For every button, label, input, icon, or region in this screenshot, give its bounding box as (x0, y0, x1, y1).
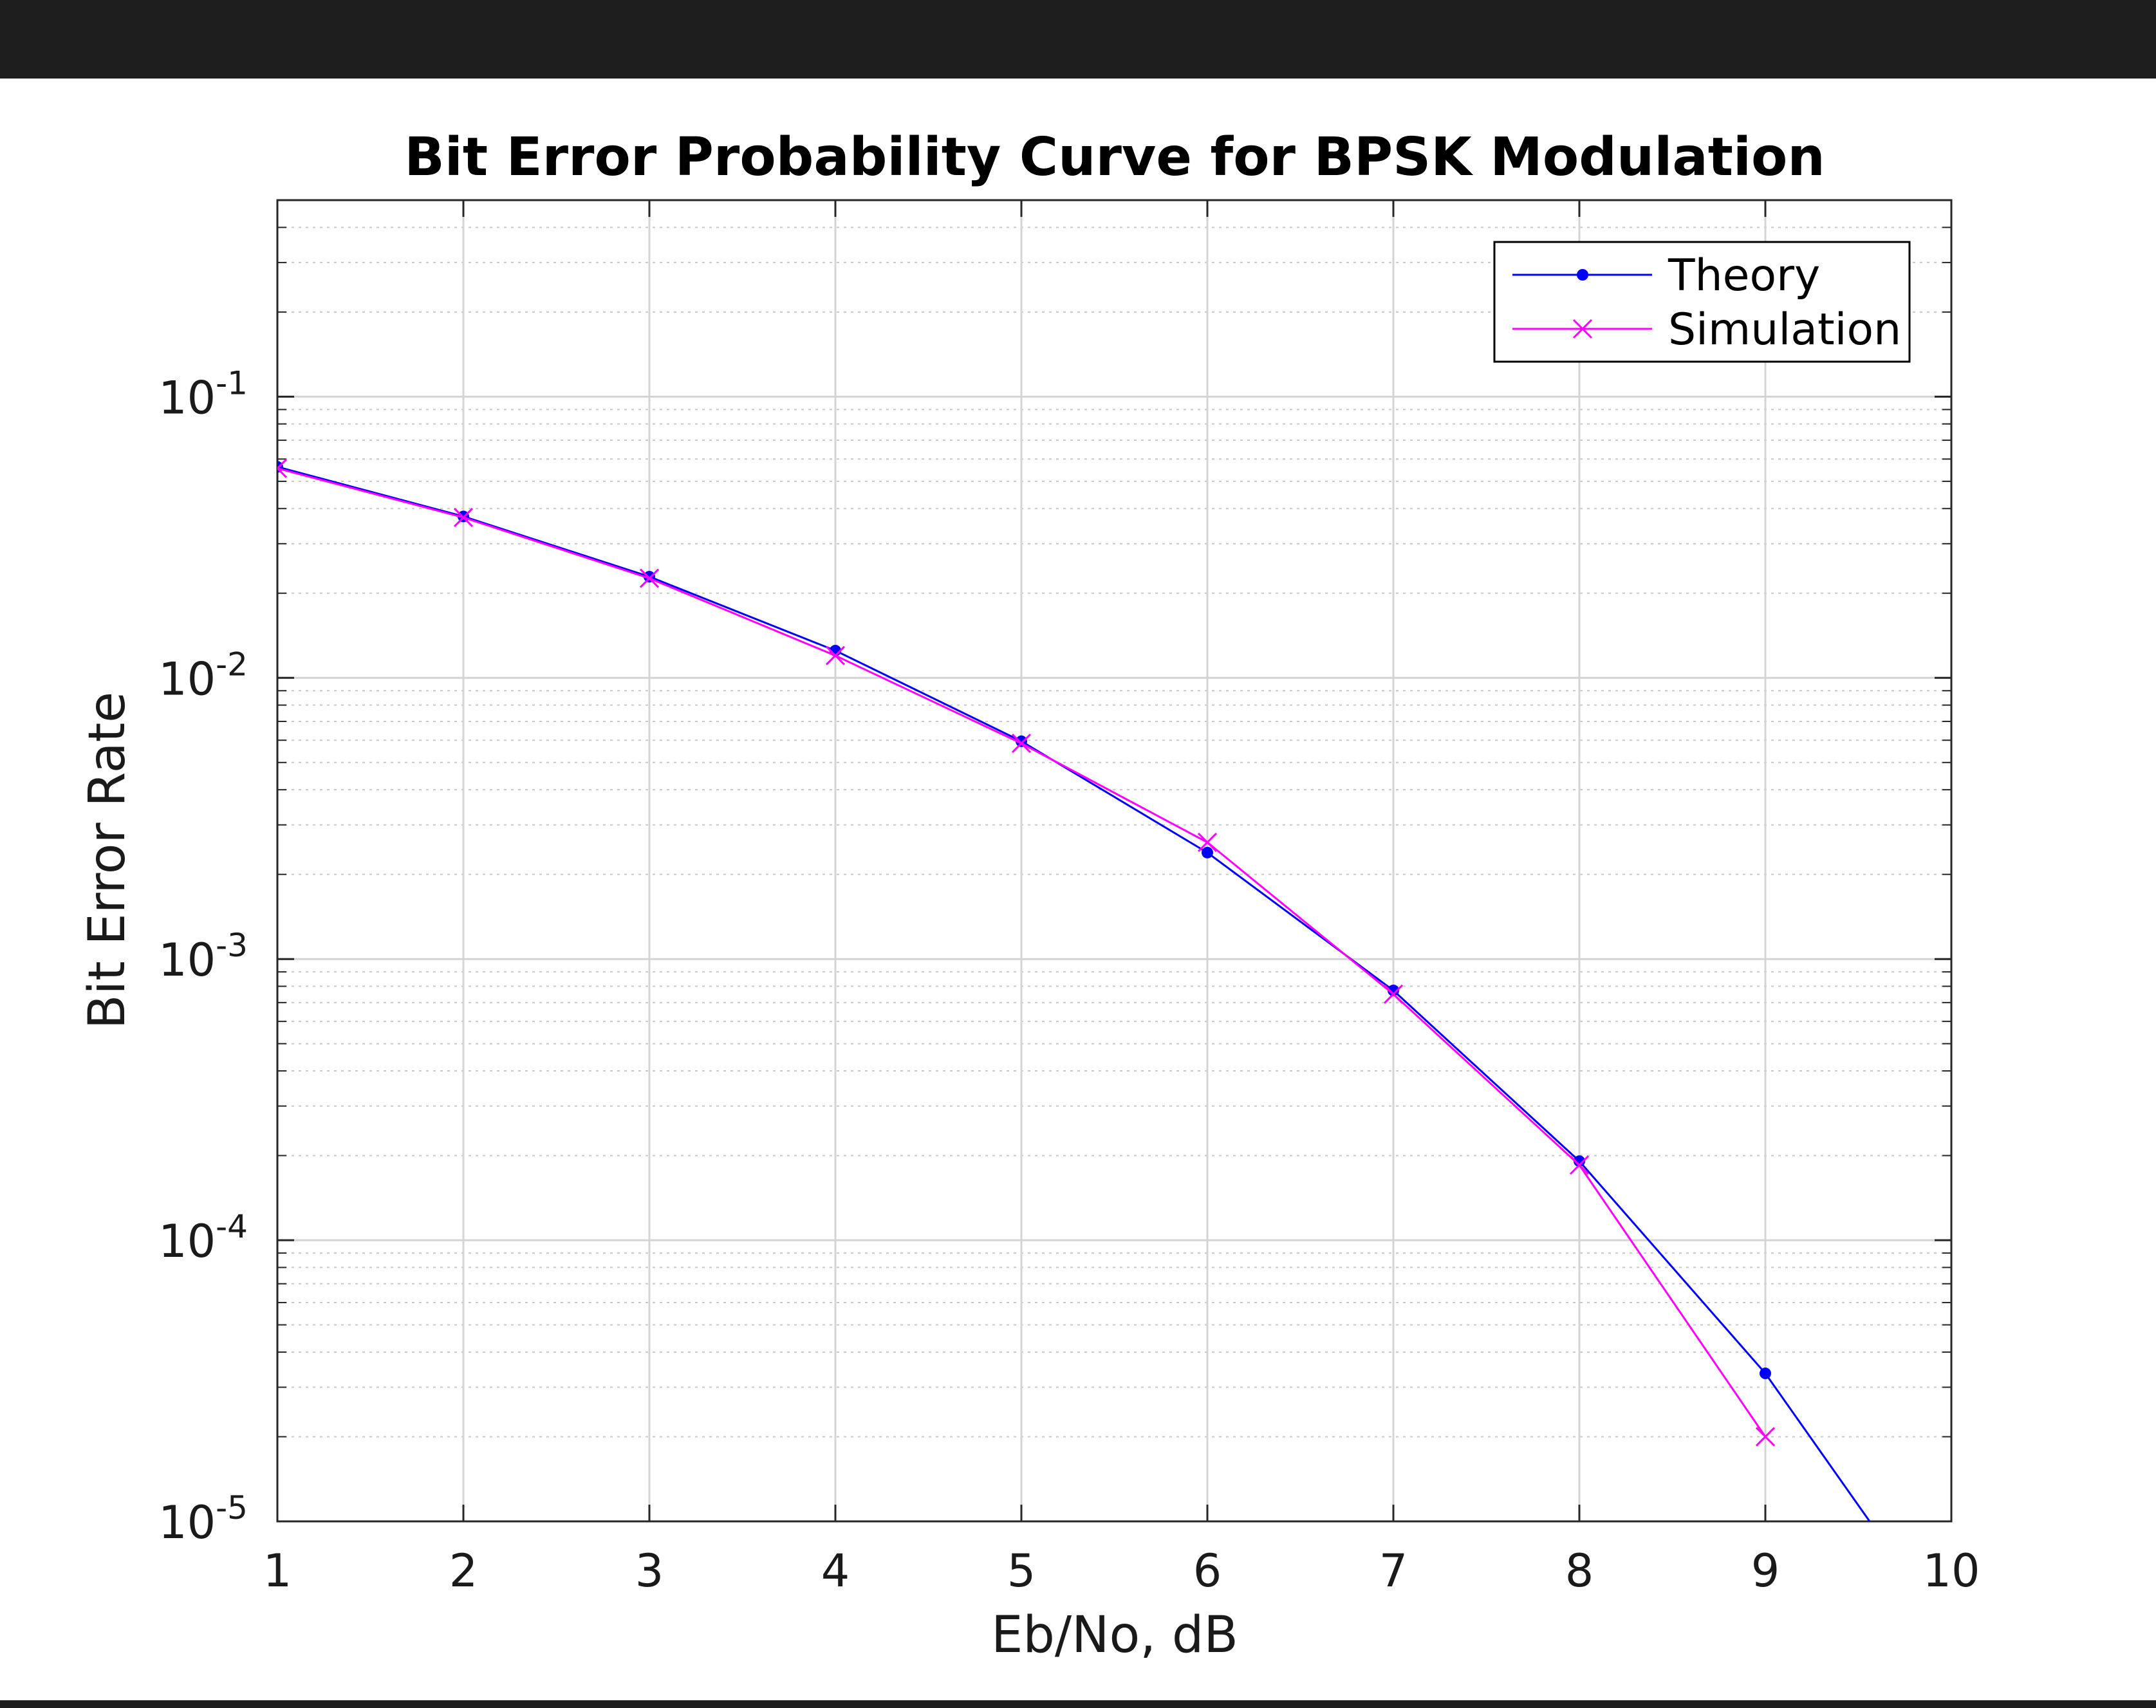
series-layer (277, 458, 1871, 1521)
data-point-simulation (1755, 1427, 1776, 1447)
y-tick-base: 10 (158, 1496, 216, 1549)
data-point-simulation (277, 458, 288, 478)
y-tick-base: 10 (158, 934, 216, 987)
x-tick-label: 9 (1751, 1545, 1780, 1597)
marker-stroke (1383, 984, 1404, 1004)
y-tick-exponent: -4 (216, 1208, 248, 1245)
legend-label: Simulation (1668, 304, 1901, 355)
y-tick-label: 10-1 (158, 364, 248, 424)
window-bottom-bar (0, 1700, 2156, 1708)
legend-marker (1577, 269, 1588, 281)
data-point-theory (277, 461, 283, 473)
series-simulation (277, 458, 1776, 1447)
data-point-theory (1388, 985, 1399, 997)
x-tick-label: 7 (1379, 1545, 1408, 1597)
x-tick-labels: 1 2 3 4 5 6 7 8 9 10 (263, 1545, 1980, 1597)
x-tick-label: 3 (635, 1545, 664, 1597)
x-tick-label: 8 (1565, 1545, 1594, 1597)
y-tick-base: 10 (158, 1215, 216, 1268)
data-point-theory (1574, 1155, 1585, 1167)
marker-stroke (639, 568, 660, 588)
marker-stroke (277, 458, 288, 470)
y-tick-label: 10-3 (158, 927, 248, 987)
marker-stroke (825, 645, 846, 665)
legend-marker (1572, 319, 1593, 339)
chart-title: Bit Error Probability Curve for BPSK Mod… (404, 127, 1825, 188)
x-tick-label: 6 (1193, 1545, 1222, 1597)
legend-label: Theory (1668, 250, 1820, 301)
marker-stroke (1755, 1427, 1776, 1447)
data-point-theory (1202, 846, 1213, 859)
y-axis-label: Bit Error Rate (79, 692, 136, 1029)
window-top-bar (0, 0, 2156, 79)
y-tick-label: 10-5 (158, 1489, 248, 1549)
x-tick-label: 10 (1922, 1545, 1980, 1597)
axis-ticks (276, 200, 1953, 1523)
y-tick-exponent: -2 (216, 645, 248, 683)
x-tick-label: 2 (449, 1545, 478, 1597)
x-tick-label: 4 (821, 1545, 850, 1597)
x-axis-label: Eb/No, dB (991, 1606, 1238, 1664)
marker-stroke (1011, 733, 1032, 754)
y-tick-exponent: -3 (216, 927, 248, 964)
major-grid (276, 200, 1953, 1523)
y-tick-labels: 10-110-210-310-410-5 (158, 364, 248, 1549)
data-point-simulation (1011, 733, 1032, 754)
y-tick-base: 10 (158, 371, 216, 424)
y-tick-label: 10-4 (158, 1208, 248, 1268)
y-tick-label: 10-2 (158, 645, 248, 705)
series-line-theory (277, 465, 1871, 1521)
marker-stroke (277, 467, 288, 478)
legend-entry-theory: Theory (1512, 250, 1820, 301)
y-tick-base: 10 (158, 653, 216, 705)
minor-grid (277, 227, 1951, 1438)
x-tick-label: 1 (263, 1545, 292, 1597)
plot-area-frame (276, 199, 1953, 1523)
data-point-simulation (1197, 832, 1218, 852)
marker-stroke (1197, 832, 1218, 852)
data-point-simulation (639, 568, 660, 588)
x-tick-label: 5 (1007, 1545, 1036, 1597)
legend-entry-simulation: Simulation (1512, 304, 1901, 355)
y-tick-exponent: -5 (216, 1489, 248, 1527)
data-point-simulation (1383, 984, 1404, 1004)
data-point-theory (1760, 1368, 1771, 1380)
marker-stroke (1569, 1155, 1590, 1175)
legend-box (1493, 241, 1911, 363)
y-tick-exponent: -1 (216, 364, 248, 402)
series-theory (277, 461, 1871, 1521)
marker-stroke (453, 507, 474, 528)
data-point-simulation (825, 645, 846, 665)
data-point-simulation (453, 507, 474, 528)
data-point-simulation (1569, 1155, 1590, 1175)
